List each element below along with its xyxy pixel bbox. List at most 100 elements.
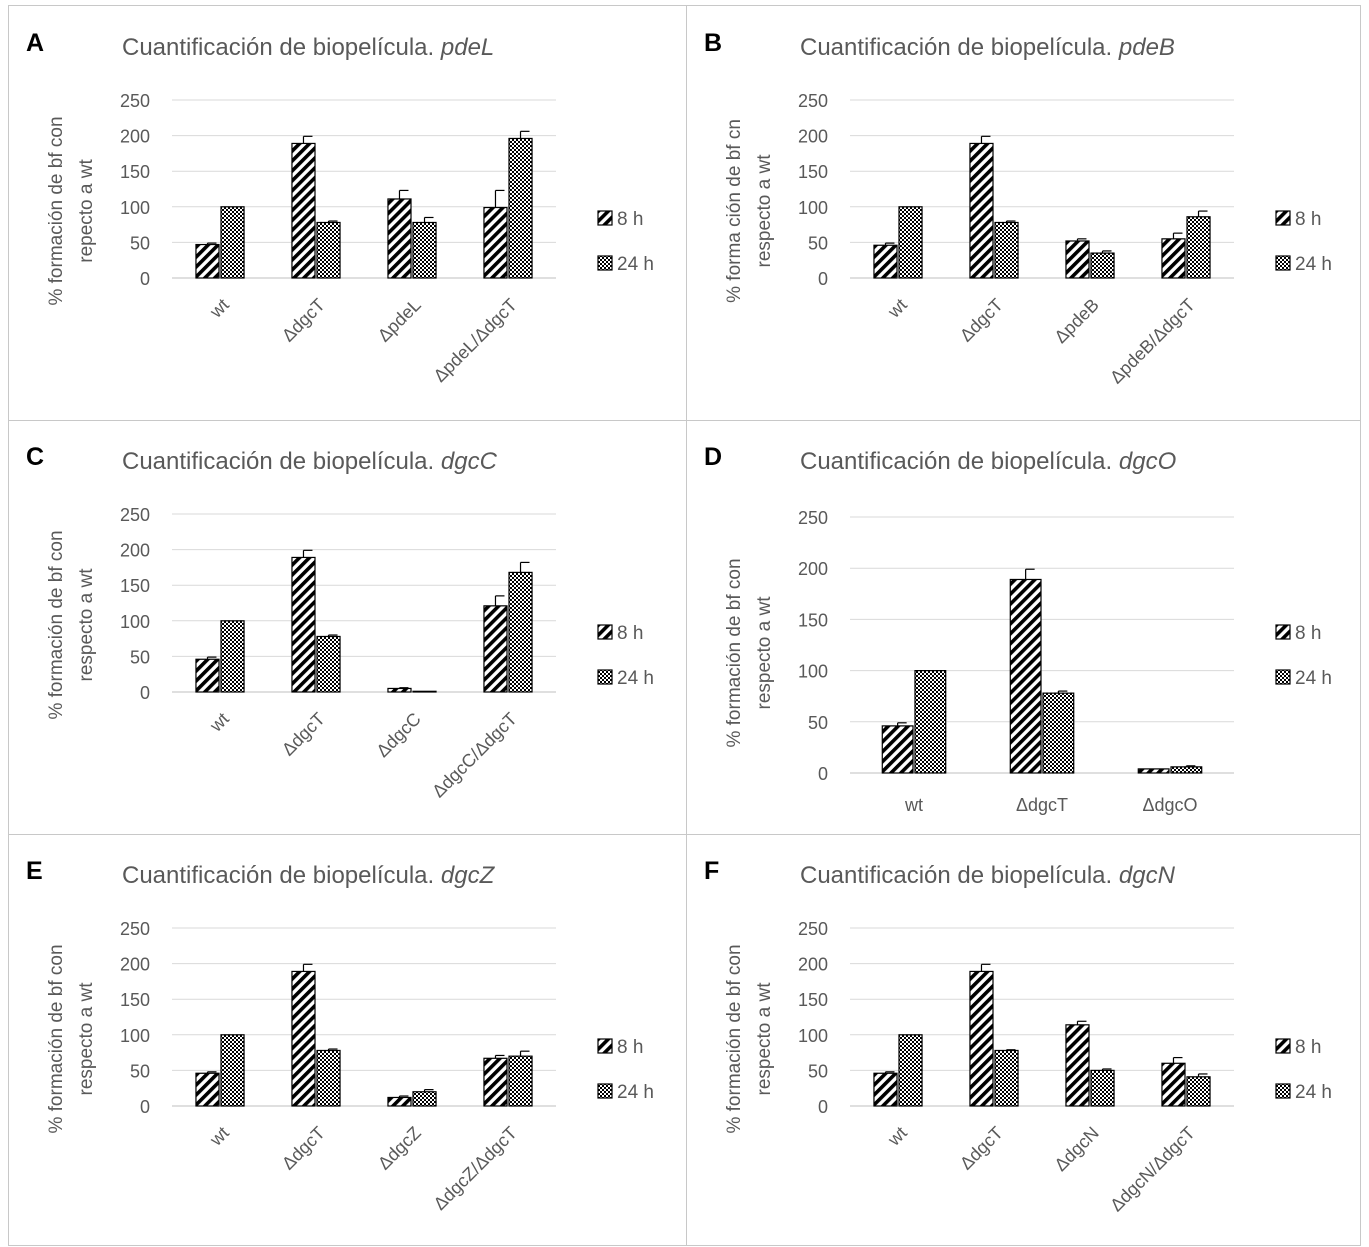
- y-axis-label: % formación de bf con: [46, 944, 67, 1133]
- y-tick-label: 50: [808, 1061, 828, 1081]
- legend-label: 8 h: [1295, 209, 1321, 230]
- x-tick-label: wt: [904, 795, 923, 815]
- chart-title-text: Cuantificación de biopelícula.: [800, 448, 1119, 475]
- y-axis-label: respecto a wt: [76, 568, 97, 682]
- y-tick-label: 250: [120, 91, 150, 111]
- bar-24h: [316, 635, 341, 693]
- y-axis-label: respecto a wt: [754, 982, 775, 1096]
- legend-swatch-24h: [1275, 669, 1291, 685]
- panel-letter: A: [26, 29, 44, 57]
- y-axis-label: % formación de bf con: [724, 558, 745, 747]
- legend-label: 24 h: [1295, 668, 1332, 689]
- y-tick-label: 100: [120, 198, 150, 218]
- chart-title-gene: pdeB: [1118, 34, 1175, 61]
- chart-panel-d: D Cuantificación de biopelícula. dgcO 0 50 1…: [704, 443, 1332, 815]
- legend-label: 24 h: [617, 1082, 654, 1103]
- legend-label: 8 h: [1295, 1037, 1321, 1058]
- y-tick-label: 150: [798, 990, 828, 1010]
- bar-24h: [316, 221, 341, 279]
- y-axis-label: % formación de bf con: [724, 944, 745, 1133]
- y-tick-label: 250: [120, 919, 150, 939]
- y-tick-label: 0: [818, 1097, 828, 1117]
- bar-24h: [898, 206, 923, 279]
- x-tick-label: wt: [205, 1123, 233, 1151]
- y-tick-label: 150: [798, 610, 828, 630]
- bar-24h: [412, 221, 437, 279]
- y-tick-label: 50: [130, 647, 150, 667]
- legend-swatch-24h: [597, 669, 613, 685]
- bar-24h: [220, 1034, 245, 1107]
- bar-24h: [412, 690, 437, 693]
- bar-8h: [291, 970, 316, 1107]
- y-tick-label: 200: [120, 541, 150, 561]
- bar-8h: [1009, 578, 1042, 774]
- chart-title-text: Cuantificación de biopelícula.: [122, 448, 441, 475]
- chart-panel-c: C Cuantificación de biopelícula. dgcC 0 50 1…: [26, 443, 654, 801]
- chart-title-gene: dgcN: [1119, 862, 1176, 889]
- chart-title: Cuantificación de biopelícula. pdeL: [122, 34, 494, 61]
- chart-title: Cuantificación de biopelícula. dgcC: [122, 448, 498, 475]
- x-tick-label: ΔdgcN/ΔdgcT: [1106, 1123, 1199, 1216]
- bar-8h: [195, 658, 220, 693]
- chart-title: Cuantificación de biopelícula. pdeB: [800, 34, 1175, 61]
- legend-swatch-8h: [597, 210, 613, 226]
- y-tick-label: 250: [120, 505, 150, 525]
- y-tick-label: 200: [120, 955, 150, 975]
- x-tick-label: ΔdgcO: [1142, 795, 1197, 815]
- x-tick-label: ΔdgcT: [956, 295, 1007, 346]
- x-tick-label: wt: [205, 709, 233, 737]
- y-tick-label: 100: [798, 198, 828, 218]
- bar-8h: [1065, 240, 1090, 279]
- chart-title-text: Cuantificación de biopelícula.: [122, 862, 441, 889]
- bar-24h: [412, 1091, 437, 1107]
- bar-24h: [1186, 1076, 1211, 1107]
- panel-letter: E: [26, 857, 43, 885]
- panel-letter: B: [704, 29, 722, 57]
- bar-8h: [291, 556, 316, 693]
- bar-8h: [873, 1072, 898, 1107]
- legend-swatch-8h: [597, 1038, 613, 1054]
- x-tick-label: ΔpdeL/ΔdgcT: [430, 295, 521, 386]
- bar-8h: [195, 1072, 220, 1107]
- bar-8h: [195, 243, 220, 279]
- chart-panel-e: E Cuantificación de biopelícula. dgcZ 0 50 1…: [26, 857, 654, 1214]
- y-axis-label: % formación de bf con: [46, 116, 67, 305]
- legend-label: 24 h: [617, 254, 654, 275]
- bar-24h: [994, 1049, 1019, 1107]
- bar-24h: [1090, 252, 1115, 279]
- bar-8h: [881, 725, 914, 774]
- chart-title-text: Cuantificación de biopelícula.: [122, 34, 441, 61]
- x-tick-label: ΔdgcN: [1050, 1123, 1102, 1175]
- bar-24h: [220, 206, 245, 279]
- bar-24h: [316, 1049, 341, 1107]
- x-tick-label: ΔdgcT: [278, 295, 329, 346]
- legend-swatch-8h: [1275, 210, 1291, 226]
- x-tick-label: ΔpdeB: [1050, 295, 1102, 347]
- x-tick-label: ΔdgcZ/ΔdgcT: [430, 1123, 521, 1214]
- bar-8h: [483, 1057, 508, 1107]
- legend-label: 8 h: [1295, 623, 1321, 644]
- y-tick-label: 100: [798, 1026, 828, 1046]
- bar-8h: [1065, 1024, 1090, 1107]
- bar-8h: [483, 206, 508, 279]
- y-tick-label: 100: [120, 1026, 150, 1046]
- panel-letter: F: [704, 857, 719, 885]
- y-axis-label: respecto a wt: [754, 596, 775, 710]
- bar-24h: [220, 620, 245, 693]
- legend-label: 24 h: [1295, 1082, 1332, 1103]
- x-tick-label: wt: [205, 295, 233, 323]
- bar-24h: [898, 1034, 923, 1107]
- legend-swatch-8h: [597, 624, 613, 640]
- legend-label: 8 h: [617, 209, 643, 230]
- bar-8h: [291, 142, 316, 279]
- y-tick-label: 0: [140, 1097, 150, 1117]
- bar-8h: [387, 198, 412, 279]
- x-tick-label: ΔdgcC/ΔdgcT: [428, 709, 521, 802]
- chart-title-gene: dgcZ: [441, 862, 496, 889]
- y-tick-label: 250: [798, 91, 828, 111]
- y-tick-label: 0: [140, 683, 150, 703]
- bar-8h: [969, 142, 994, 279]
- y-tick-label: 50: [130, 1061, 150, 1081]
- x-tick-label: ΔpdeL: [374, 295, 425, 346]
